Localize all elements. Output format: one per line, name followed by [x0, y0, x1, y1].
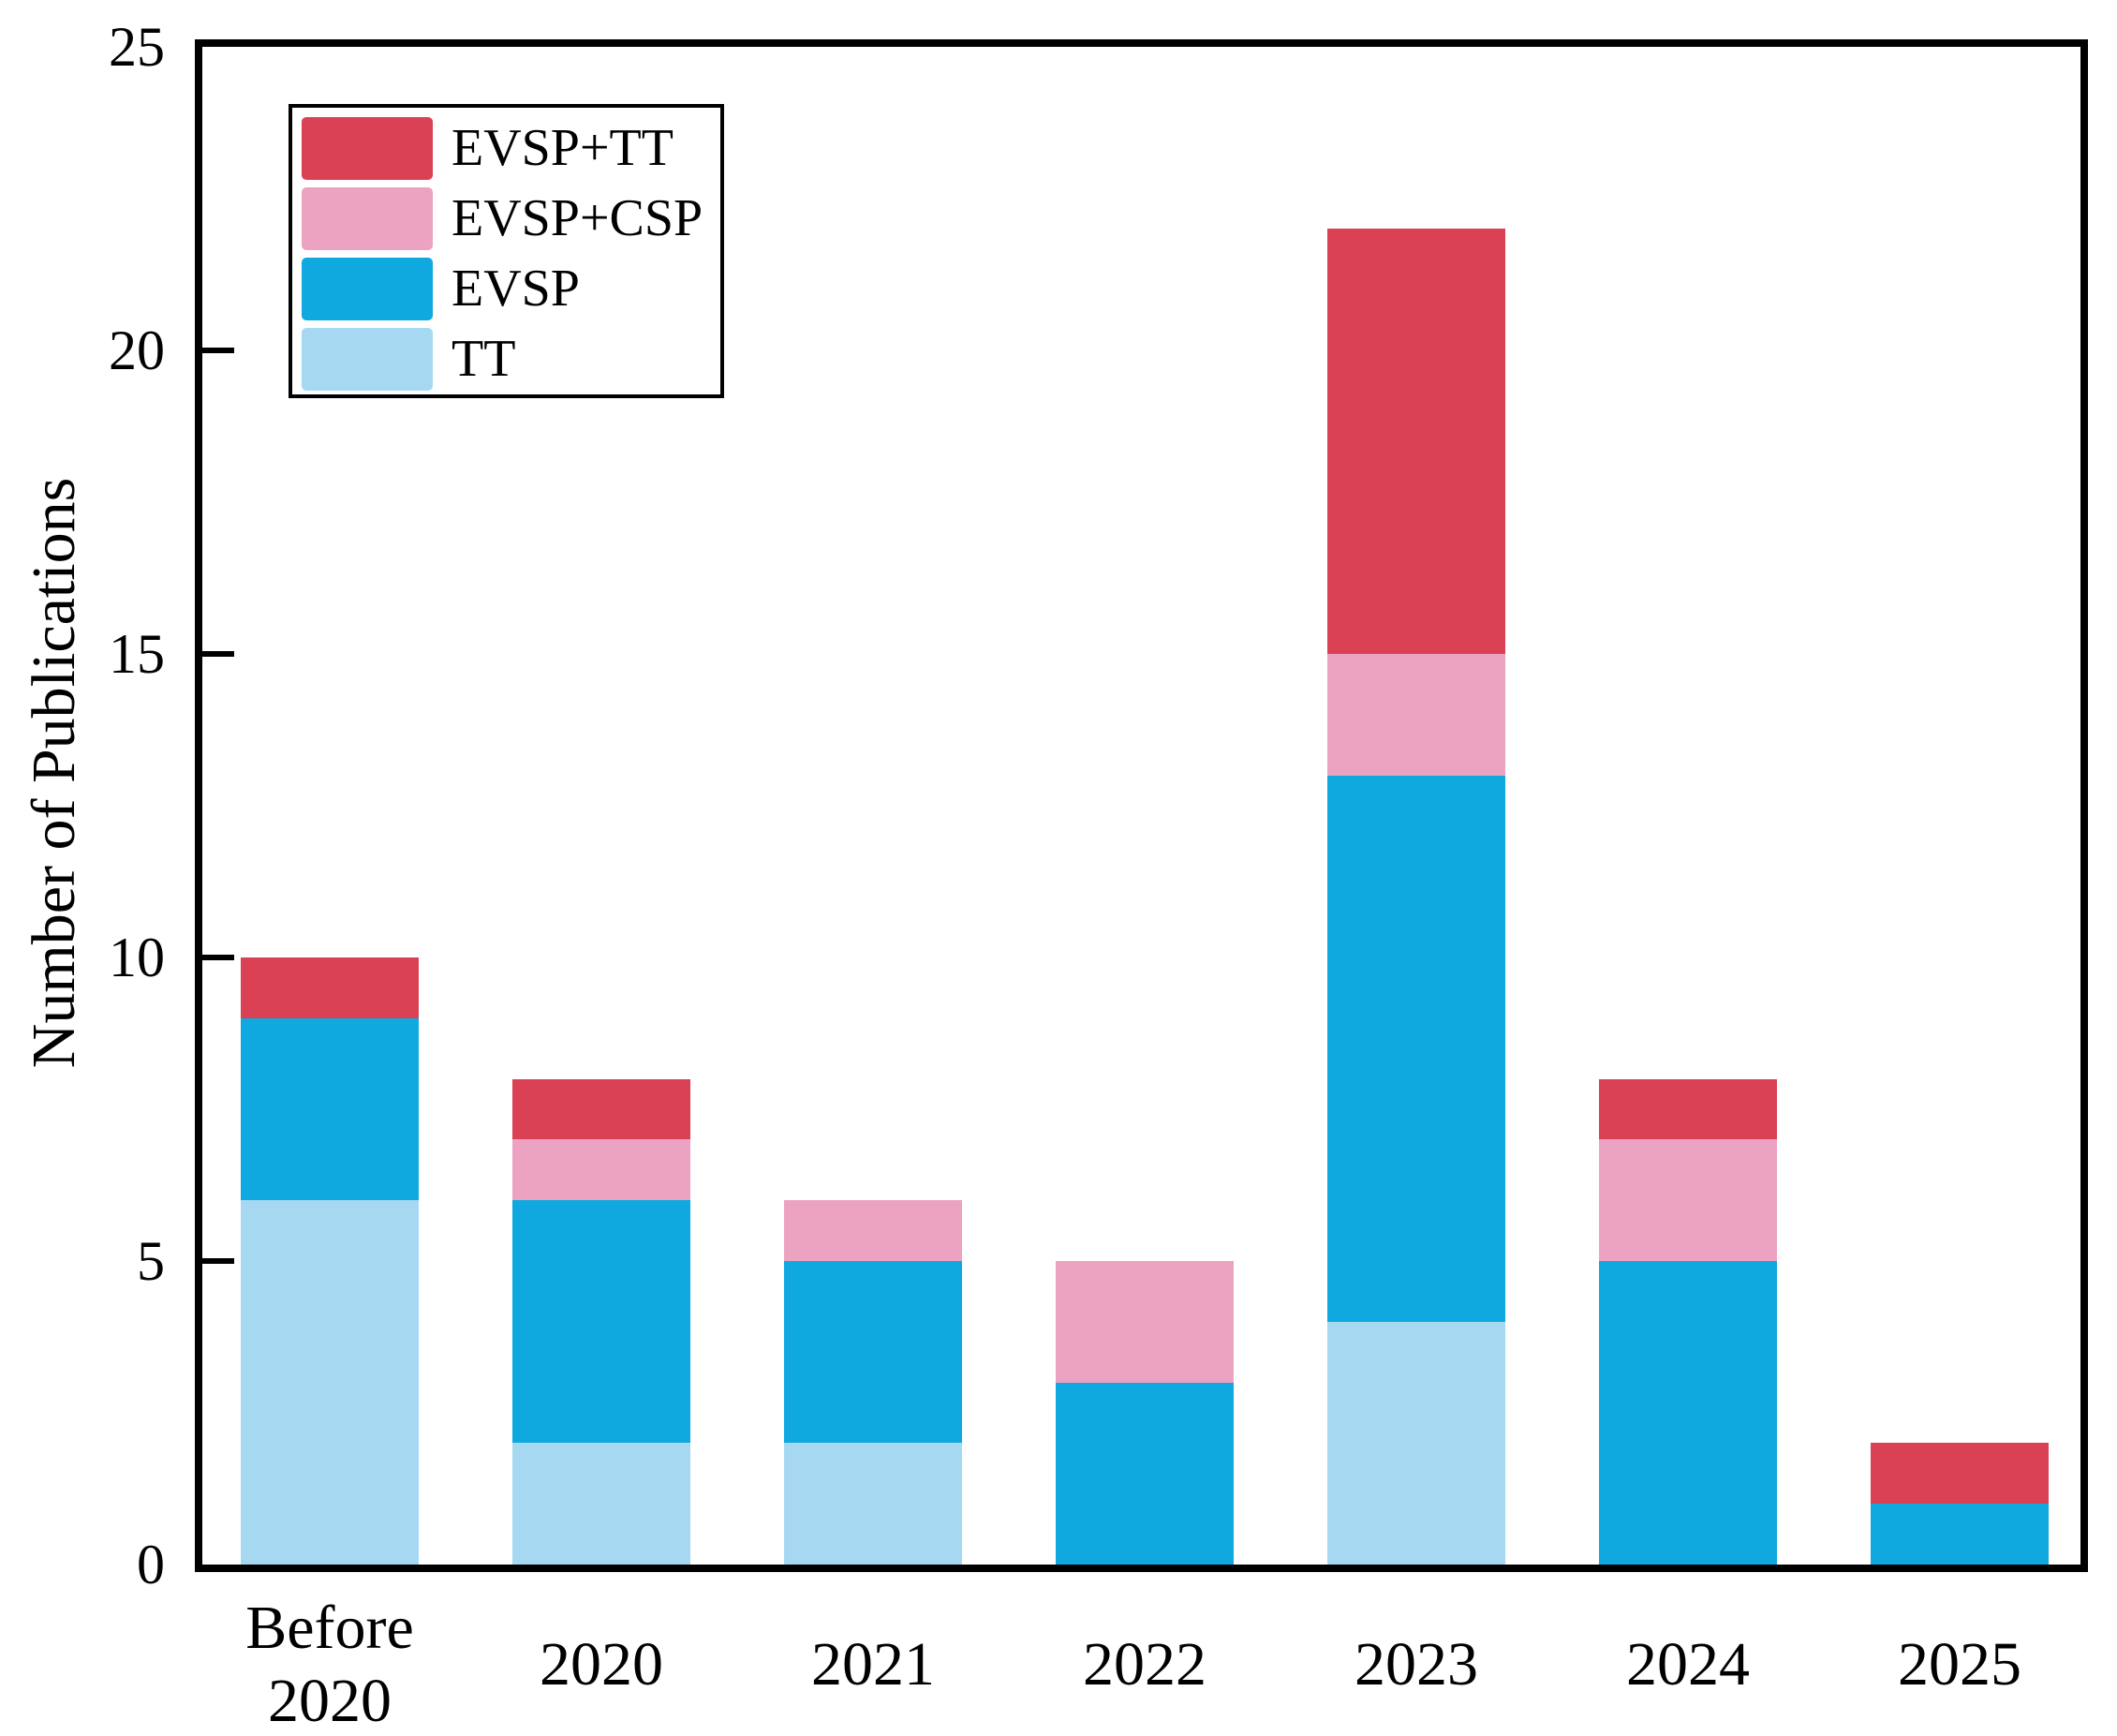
bar-segment-2021-evsp-csp — [784, 1200, 962, 1262]
bar-segment-2023-evsp — [1327, 775, 1505, 1322]
bar-segment-2021-tt — [784, 1443, 962, 1565]
bar-segment-2022-evsp-csp — [1056, 1261, 1234, 1383]
bar-segment-2024-evsp-csp — [1599, 1139, 1777, 1261]
legend-label-evsp: EVSP — [452, 260, 580, 318]
bar-segment-2022-evsp — [1056, 1382, 1234, 1565]
bar-segment-2023-tt — [1327, 1321, 1505, 1565]
bar-segment-2024-evsp-tt — [1599, 1078, 1777, 1140]
legend-label-tt: TT — [452, 330, 516, 388]
legend-item-tt: TT — [302, 324, 720, 394]
x-tick-label-2021: 2021 — [811, 1630, 935, 1699]
bar-segment-2025-evsp-tt — [1871, 1443, 2049, 1505]
bar-before-2020 — [241, 957, 419, 1565]
legend-label-evsp-tt: EVSP+TT — [452, 119, 674, 177]
bar-2021 — [784, 1200, 962, 1565]
bar-2025 — [1871, 1443, 2049, 1565]
y-tick-mark-15 — [202, 651, 234, 657]
legend: EVSP+TT EVSP+CSP EVSP TT — [289, 104, 724, 398]
bar-segment-2020-evsp — [512, 1200, 690, 1444]
y-tick-label-0: 0 — [137, 1534, 165, 1595]
y-tick-label-25: 25 — [109, 16, 165, 78]
bar-segment-2020-tt — [512, 1443, 690, 1565]
x-tick-label-2024: 2024 — [1626, 1630, 1750, 1699]
legend-item-evsp: EVSP — [302, 254, 720, 324]
bar-segment-2021-evsp — [784, 1261, 962, 1444]
legend-swatch-tt — [302, 328, 433, 391]
x-tick-label-before-2020: Before 2020 — [245, 1594, 414, 1735]
y-tick-label-15: 15 — [109, 623, 165, 685]
bar-segment-before-2020-tt — [241, 1200, 419, 1565]
bar-segment-2023-evsp-tt — [1327, 229, 1505, 655]
legend-swatch-evsp-tt — [302, 117, 433, 180]
x-tick-label-2023: 2023 — [1355, 1630, 1478, 1699]
bar-segment-before-2020-evsp — [241, 1017, 419, 1201]
bar-segment-2020-evsp-tt — [512, 1078, 690, 1140]
bar-2024 — [1599, 1078, 1777, 1565]
y-tick-mark-5 — [202, 1258, 234, 1264]
y-tick-label-5: 5 — [137, 1230, 165, 1292]
x-tick-label-2022: 2022 — [1083, 1630, 1207, 1699]
bar-2023 — [1327, 229, 1505, 1565]
legend-item-evsp-csp: EVSP+CSP — [302, 184, 720, 254]
legend-swatch-evsp — [302, 258, 433, 320]
y-tick-label-10: 10 — [109, 927, 165, 988]
bar-segment-2024-evsp — [1599, 1261, 1777, 1565]
y-tick-label-20: 20 — [109, 319, 165, 381]
legend-label-evsp-csp: EVSP+CSP — [452, 189, 703, 247]
legend-swatch-evsp-csp — [302, 187, 433, 250]
legend-item-evsp-tt: EVSP+TT — [302, 113, 720, 184]
bar-segment-2025-evsp — [1871, 1504, 2049, 1565]
bar-segment-before-2020-evsp-tt — [241, 957, 419, 1018]
bar-segment-2023-evsp-csp — [1327, 654, 1505, 776]
y-tick-mark-20 — [202, 348, 234, 353]
x-tick-label-2025: 2025 — [1898, 1630, 2021, 1699]
bar-2020 — [512, 1078, 690, 1565]
y-tick-mark-10 — [202, 955, 234, 960]
x-tick-label-2020: 2020 — [540, 1630, 663, 1699]
bar-2022 — [1056, 1261, 1234, 1565]
bar-segment-2020-evsp-csp — [512, 1139, 690, 1201]
